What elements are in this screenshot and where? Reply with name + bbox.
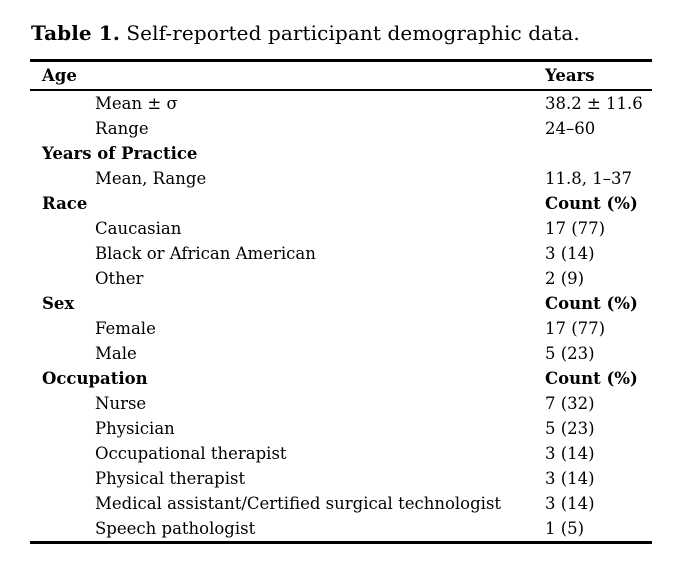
table-row: Mean ± σ 38.2 ± 11.6 [30,90,652,116]
header-years: Years [545,65,595,85]
row-label: Medical assistant/Certified surgical tec… [95,493,502,513]
row-value: 17 (77) [545,318,606,338]
demographics-table: Age Years Mean ± σ 38.2 ± 11.6 Range 24–60 Y… [30,59,652,544]
row-label: Physical therapist [95,468,246,488]
row-label: Mean, Range [95,168,207,188]
row-label: Range [95,118,149,138]
table-row: Mean, Range 11.8, 1–37 [30,166,652,191]
table-row: Race Count (%) [30,191,652,216]
row-label: Other [95,268,144,288]
row-label: Caucasian [95,218,182,238]
row-label: Male [95,343,137,363]
row-value: 7 (32) [545,393,595,413]
row-value: 3 (14) [545,468,595,488]
section-label: Sex [42,293,75,313]
table-body: Mean ± σ 38.2 ± 11.6 Range 24–60 Years of Pr… [30,90,652,543]
table-row: Male 5 (23) [30,341,652,366]
section-value-header: Count (%) [545,368,638,388]
table-caption-label: Table 1. [31,21,120,45]
row-value: 11.8, 1–37 [545,168,632,188]
row-value: 1 (5) [545,518,585,538]
table-row: Occupational therapist 3 (14) [30,441,652,466]
row-label: Black or African American [95,243,316,263]
section-value-header: Count (%) [545,193,638,213]
row-value: 3 (14) [545,443,595,463]
table-row: Range 24–60 [30,116,652,141]
table-caption-text: Self-reported participant demographic da… [119,21,580,45]
table-row: Speech pathologist 1 (5) [30,516,652,543]
table-head: Age Years [30,61,652,90]
header-age: Age [42,65,77,85]
table-row: Nurse 7 (32) [30,391,652,416]
table-row: Physician 5 (23) [30,416,652,441]
table-row: Occupation Count (%) [30,366,652,391]
table-row: Black or African American 3 (14) [30,241,652,266]
section-label: Race [42,193,88,213]
table-caption: Table 1. Self-reported participant demog… [31,20,655,46]
row-label: Mean ± σ [95,93,178,113]
section-value-header: Count (%) [545,293,638,313]
row-label: Occupational therapist [95,443,287,463]
row-label: Speech pathologist [95,518,256,538]
section-label: Occupation [42,368,148,388]
table-row: Years of Practice [30,141,652,166]
row-value: 5 (23) [545,343,595,363]
row-value: 38.2 ± 11.6 [545,93,643,113]
section-label: Years of Practice [42,143,198,163]
page: Table 1. Self-reported participant demog… [30,20,655,544]
table-row: Physical therapist 3 (14) [30,466,652,491]
row-value: 3 (14) [545,243,595,263]
table-row: Caucasian 17 (77) [30,216,652,241]
row-label: Physician [95,418,175,438]
section-value-header [545,141,652,166]
row-value: 24–60 [545,118,596,138]
table-row: Other 2 (9) [30,266,652,291]
row-value: 5 (23) [545,418,595,438]
row-label: Female [95,318,156,338]
row-value: 3 (14) [545,493,595,513]
row-value: 17 (77) [545,218,606,238]
row-value: 2 (9) [545,268,585,288]
table-row: Sex Count (%) [30,291,652,316]
row-label: Nurse [95,393,147,413]
table-header-row: Age Years [30,61,652,90]
table-row: Female 17 (77) [30,316,652,341]
table-row: Medical assistant/Certified surgical tec… [30,491,652,516]
